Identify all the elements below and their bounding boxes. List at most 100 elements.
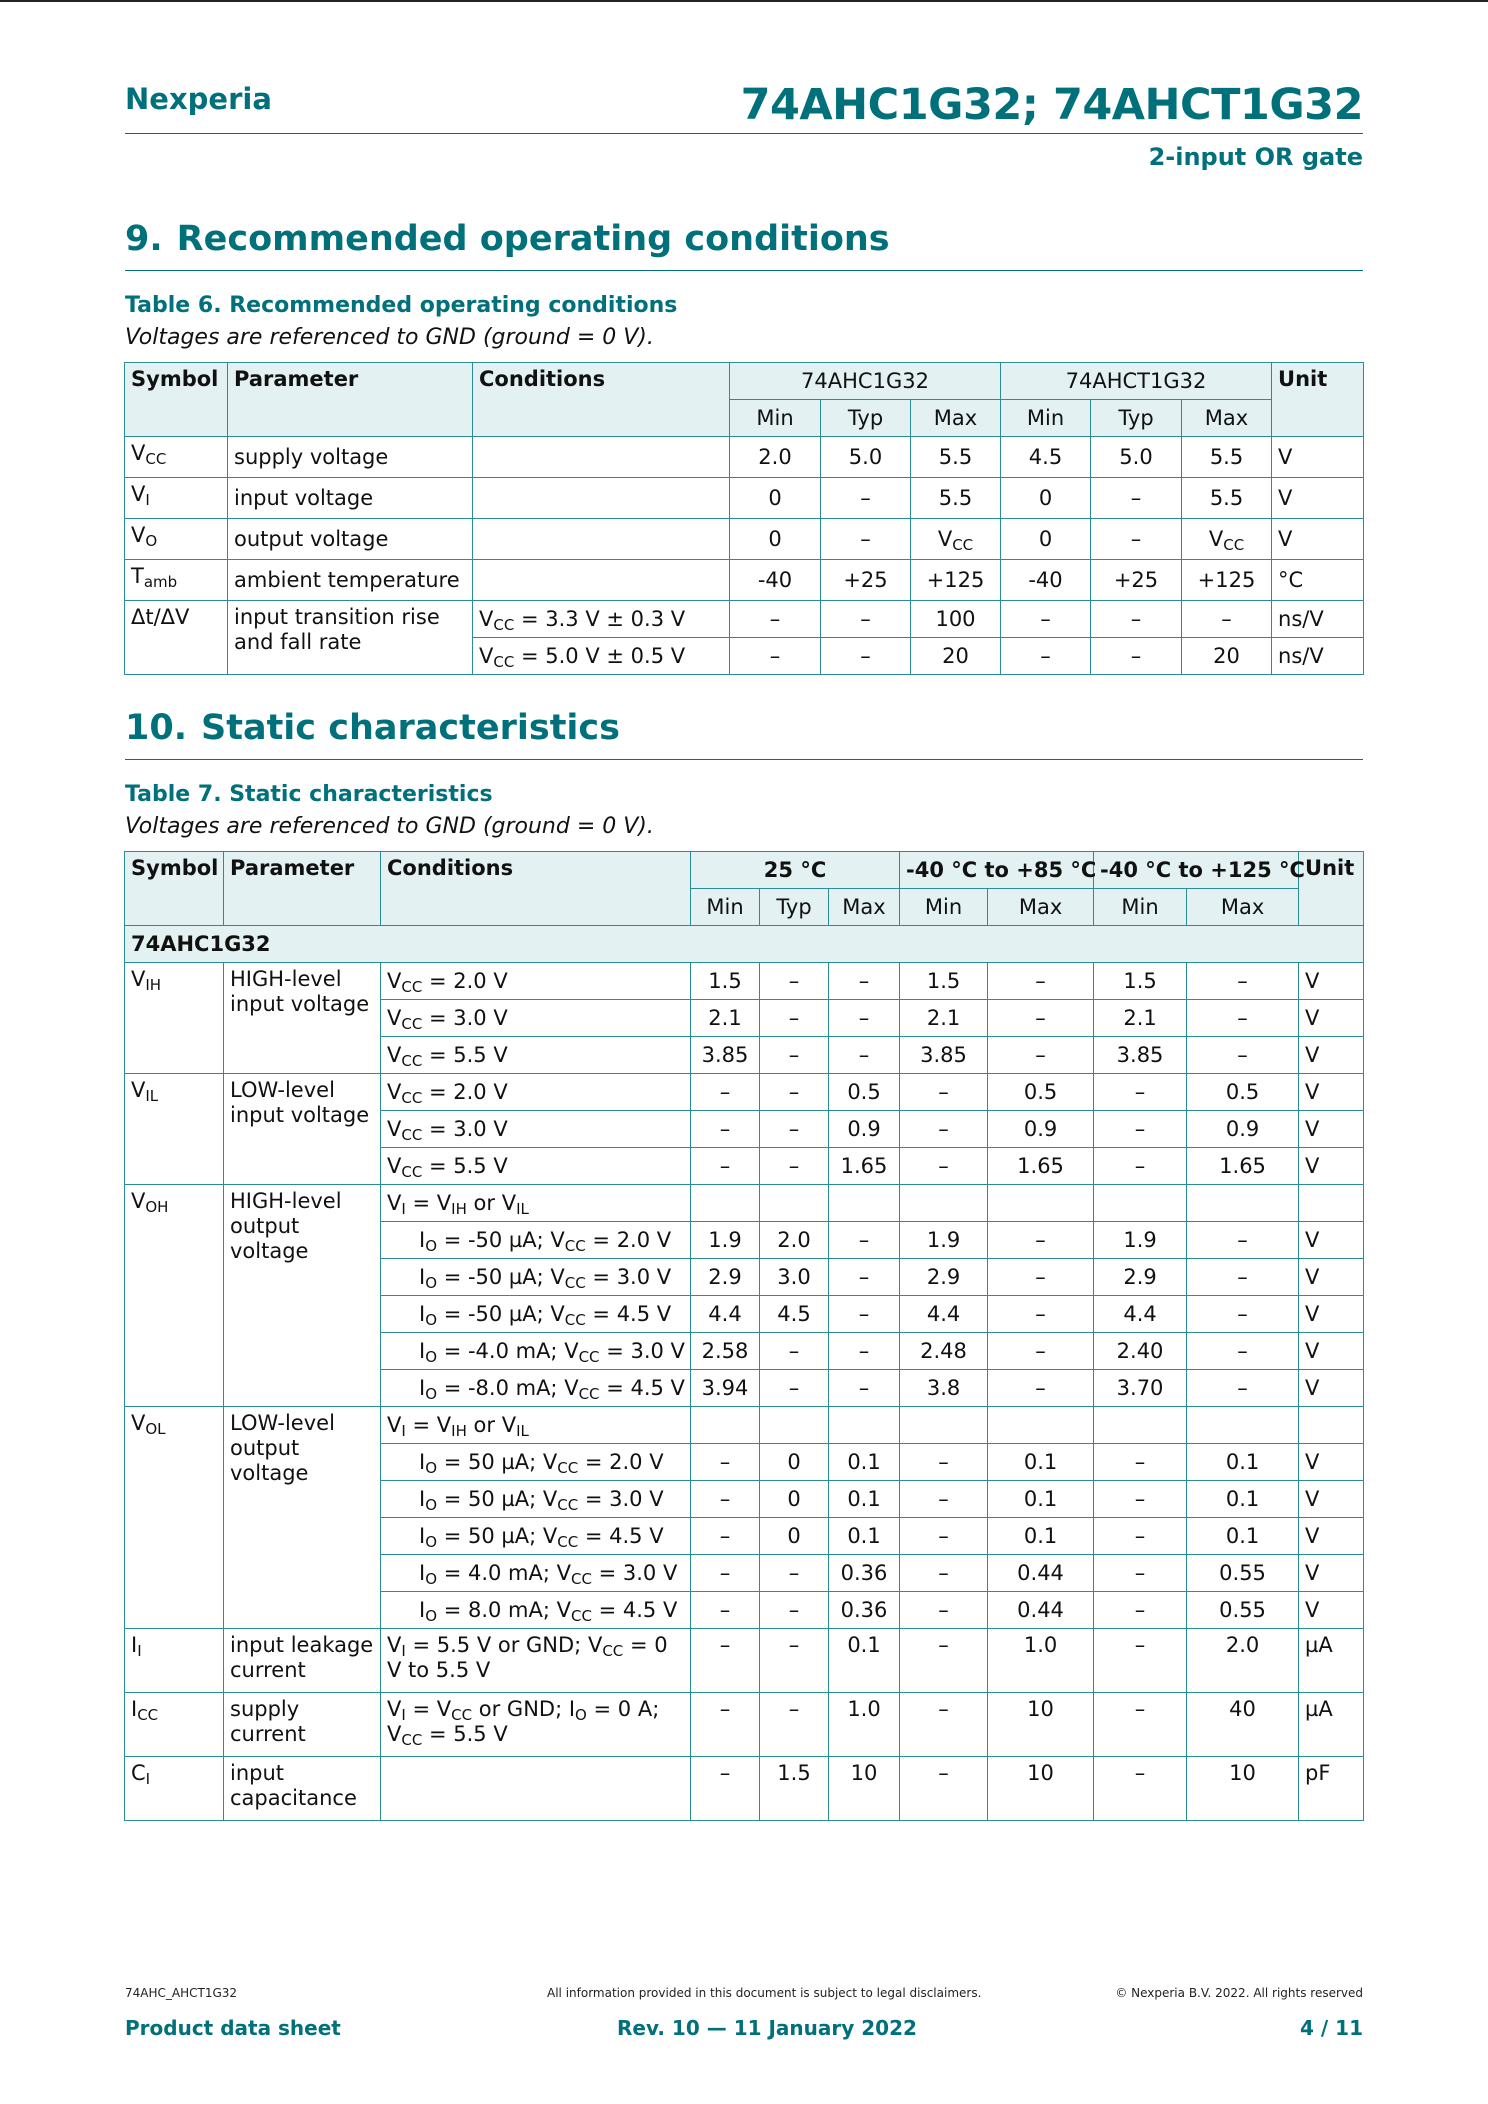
cell-conditions: VCC = 5.0 V ± 0.5 V [472,637,730,675]
cell-value [759,1184,829,1222]
col-typ: Typ [759,888,829,926]
cell-value: 1.5 [1093,962,1188,1000]
cell-value: – [827,1036,901,1074]
cell-value: – [899,1628,989,1693]
cell-value: 1.9 [899,1221,989,1259]
cell-value: 0 [729,518,821,560]
cell-value: 5.5 [1180,477,1273,519]
cell-value: 2.1 [1093,999,1188,1037]
cell-value: 0.1 [1186,1443,1300,1481]
cell-value: – [759,1369,829,1407]
cell-value: – [1186,1258,1300,1296]
cell-value: – [1000,600,1091,638]
cell-parameter: input leakage current [223,1628,381,1693]
cell-value: 2.58 [690,1332,760,1370]
cell-parameter: ambient temperature [227,559,473,601]
cell-value: – [827,1221,901,1259]
cell-value: – [1186,1036,1300,1074]
cell-value: 0.1 [987,1517,1095,1555]
cell-unit: ns/V [1271,600,1365,638]
cell-value: – [759,1591,829,1629]
cell-parameter: input capacitance [223,1756,381,1821]
cell-value [899,1406,989,1444]
footer-doc-type: Product data sheet [125,2016,341,2040]
device-group-label: 74AHC1G32 [123,925,1365,963]
cell-parameter: LOW-level input voltage [223,1073,381,1185]
cell-symbol: VI [124,477,228,519]
cell-unit: V [1298,1554,1365,1592]
cell-value: – [1090,518,1182,560]
col-min: Min [1093,888,1188,926]
cell-value: – [690,1073,760,1111]
cell-conditions: VCC = 5.5 V [380,1147,691,1185]
section-number: 9. [125,219,163,259]
cell-value: – [1093,1480,1188,1518]
cell-value: – [827,1332,901,1370]
col-group-74ahc1g32: 74AHC1G32 [729,362,1001,400]
section-10-heading: 10. Static characteristics [125,708,620,748]
cell-value: – [899,1591,989,1629]
cell-unit: V [1271,518,1365,560]
cell-value: – [987,962,1095,1000]
cell-unit: V [1298,1258,1365,1296]
cell-value: – [987,1369,1095,1407]
table-row: VI input voltage 0–5.5 0–5.5 V [124,477,1365,519]
cell-value: 0.1 [987,1480,1095,1518]
cell-value: 0 [759,1517,829,1555]
cell-value: – [1090,637,1182,675]
cell-value: +125 [910,559,1001,601]
cell-value: 20 [1180,637,1273,675]
cell-value: – [899,1480,989,1518]
cell-value: – [827,1295,901,1333]
cell-value: 0.1 [1186,1517,1300,1555]
table-row: Tamb ambient temperature -40 +25 +125 -40 +25 +… [124,559,1365,601]
cell-value: 2.9 [1093,1258,1188,1296]
header-rule [125,133,1363,134]
cell-value: – [820,477,911,519]
cell-value: 0.9 [827,1110,901,1148]
cell-value: 1.0 [827,1692,901,1757]
cell-value: 5.5 [1180,436,1273,478]
cell-value: 3.8 [899,1369,989,1407]
document-subtitle: 2-input OR gate [1148,143,1363,171]
cell-value: – [759,1110,829,1148]
cell-value [1186,1184,1300,1222]
cell-value: – [1000,637,1091,675]
cell-value: – [987,999,1095,1037]
cell-value [759,1406,829,1444]
cell-value [987,1184,1095,1222]
section-title: Static characteristics [201,708,621,748]
table-row: IO = 50 µA; VCC = 4.5 V –0 0.1–0.1–0.1 V [125,1517,1365,1555]
cell-value: 0.1 [827,1480,901,1518]
cell-value: – [759,1073,829,1111]
col-symbol: Symbol [124,362,228,437]
cell-conditions [472,436,730,478]
section-title: Recommended operating conditions [176,219,890,259]
col-conditions: Conditions [472,362,730,437]
cell-value: 0.1 [1186,1480,1300,1518]
table-subheader-row: Min Typ Max Min Typ Max [125,399,1364,437]
cell-value: 2.1 [690,999,760,1037]
cell-value: – [759,999,829,1037]
cell-value: – [690,1147,760,1185]
cell-unit [1298,1184,1365,1222]
col-group-85c: -40 °C to +85 °C [899,851,1096,889]
cell-conditions: VCC = 2.0 V [380,1073,691,1111]
cell-value: 4.5 [759,1295,829,1333]
cell-value [690,1184,760,1222]
cell-value: – [729,600,821,638]
cell-conditions: IO = -50 µA; VCC = 2.0 V [380,1221,691,1259]
cell-unit: V [1298,1221,1365,1259]
cell-value: 0.9 [1186,1110,1300,1148]
col-max: Max [910,399,1001,437]
col-max: Max [827,888,901,926]
cell-conditions: IO = -8.0 mA; VCC = 4.5 V [380,1369,691,1407]
cell-value: 0.36 [827,1554,901,1592]
cell-conditions: VCC = 5.5 V [380,1036,691,1074]
cell-value: 0.55 [1186,1554,1300,1592]
table-row: IO = 50 µA; VCC = 2.0 V –0 0.1–0.1–0.1 V [125,1443,1365,1481]
cell-unit: µA [1298,1628,1365,1693]
cell-symbol: VOH [124,1184,224,1407]
cell-value: – [1093,1110,1188,1148]
table-row: IO = 50 µA; VCC = 3.0 V –0 0.1–0.1–0.1 V [125,1480,1365,1518]
